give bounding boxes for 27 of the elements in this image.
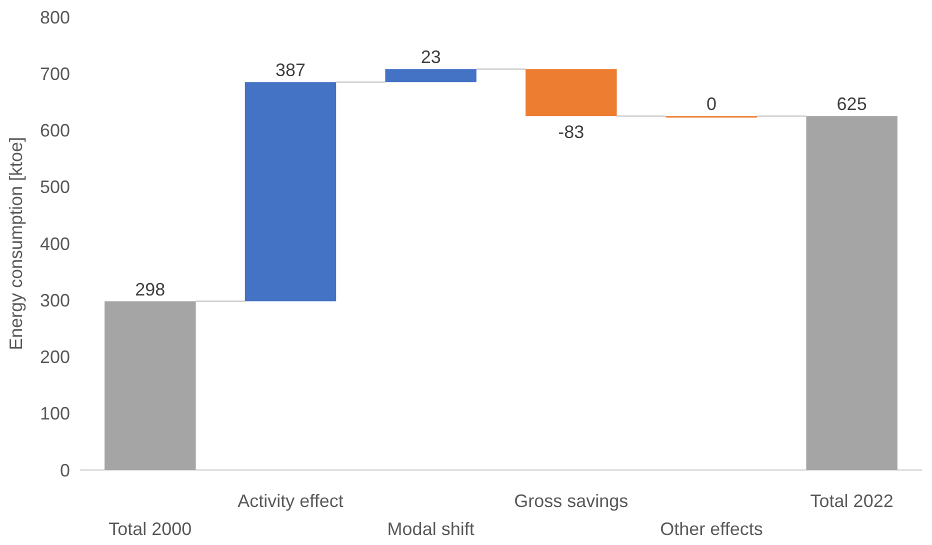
y-tick-label: 300 bbox=[40, 290, 70, 310]
x-tick-label: Total 2000 bbox=[108, 519, 192, 539]
data-label: 387 bbox=[275, 60, 306, 80]
y-tick-label: 100 bbox=[40, 404, 70, 424]
x-tick-label: Other effects bbox=[660, 519, 763, 539]
y-tick-label: 800 bbox=[40, 7, 70, 28]
data-label: 23 bbox=[420, 47, 441, 68]
data-label: -83 bbox=[558, 122, 584, 142]
y-tick-label: 700 bbox=[40, 64, 70, 84]
bar bbox=[385, 69, 476, 82]
y-tick-label: 400 bbox=[40, 234, 70, 254]
x-tick-label: Activity effect bbox=[238, 491, 344, 511]
y-tick-label: 600 bbox=[40, 120, 70, 141]
bar bbox=[244, 82, 336, 302]
bar bbox=[526, 69, 617, 116]
data-label: 298 bbox=[135, 279, 166, 300]
data-label: 625 bbox=[836, 94, 867, 114]
y-tick-label: 500 bbox=[40, 177, 70, 198]
bar bbox=[104, 301, 196, 470]
bar bbox=[806, 116, 898, 470]
data-label: 0 bbox=[706, 94, 717, 114]
y-tick-label: 200 bbox=[40, 347, 70, 368]
y-axis-title: Energy consumption [ktoe] bbox=[6, 136, 26, 350]
y-tick-label: 0 bbox=[60, 460, 70, 480]
x-tick-label: Gross savings bbox=[514, 491, 628, 511]
x-tick-label: Total 2022 bbox=[810, 491, 894, 511]
x-tick-label: Modal shift bbox=[387, 519, 474, 539]
